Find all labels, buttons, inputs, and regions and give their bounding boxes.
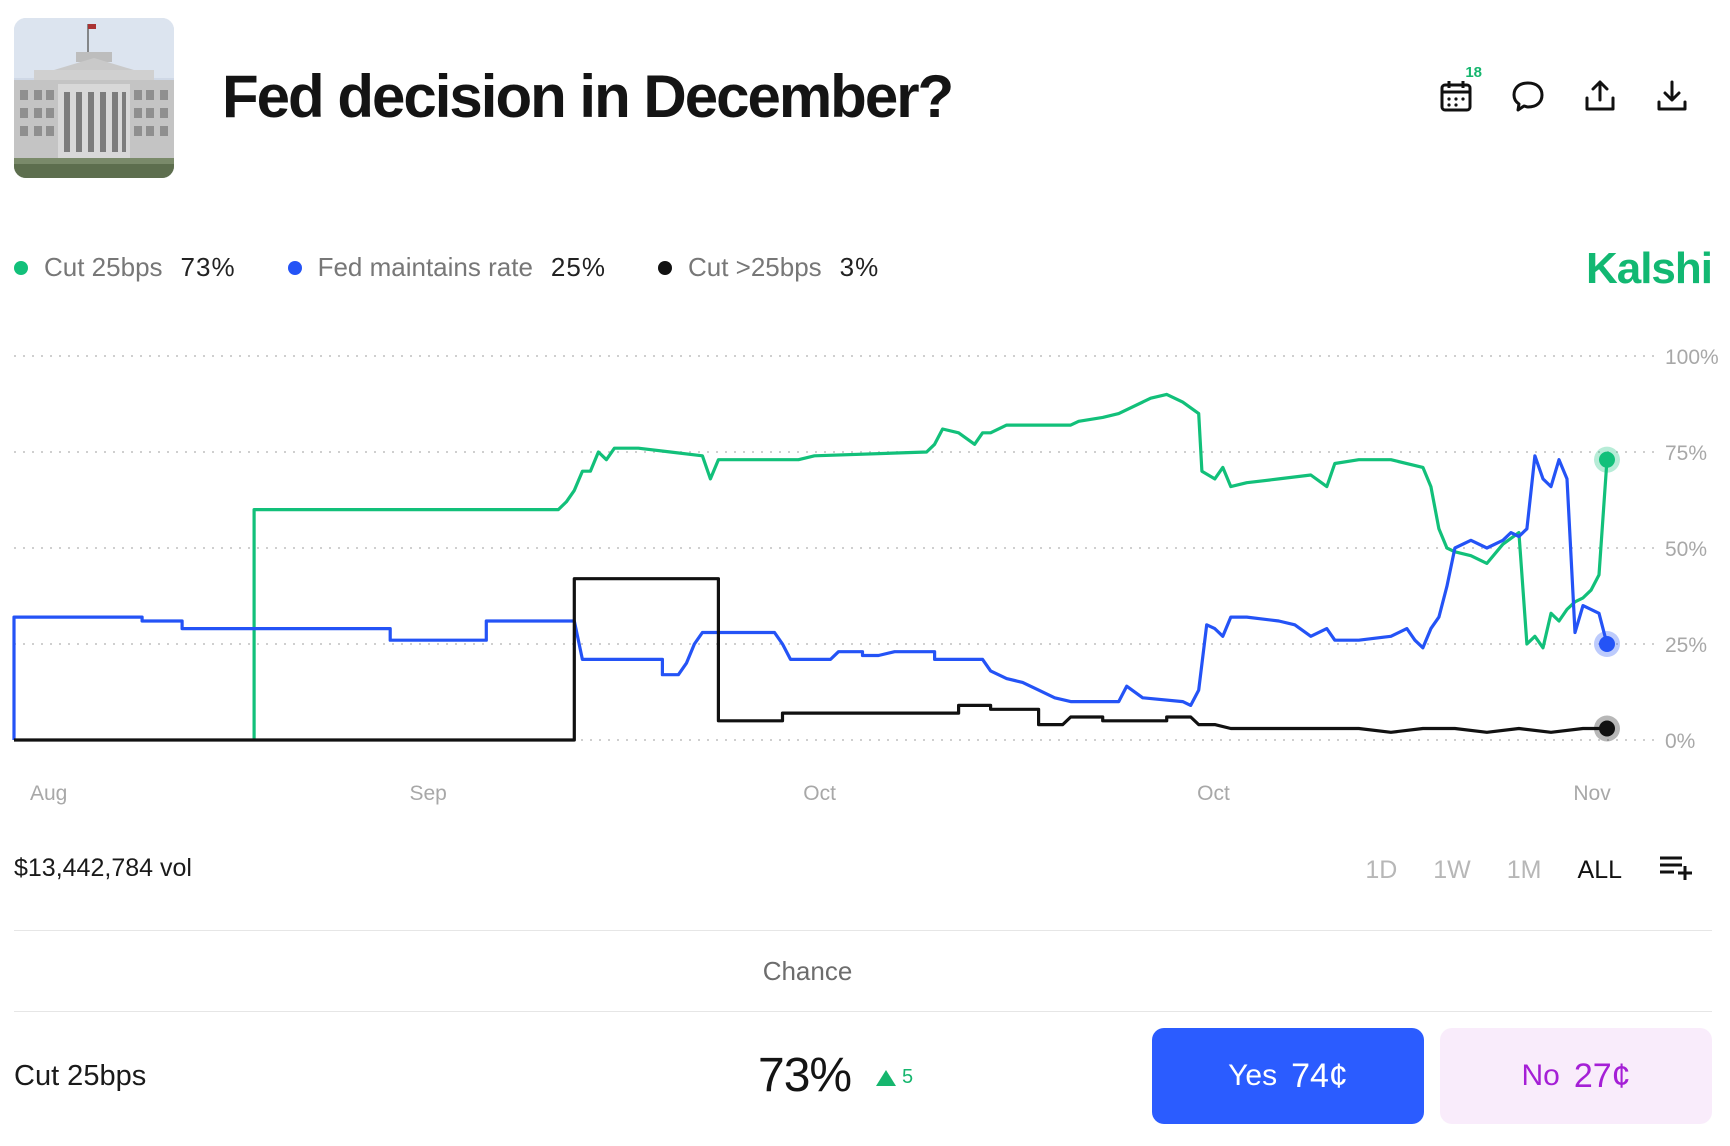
legend-label: Fed maintains rate bbox=[317, 252, 533, 282]
legend-dot bbox=[14, 260, 28, 275]
chart-legend: Cut 25bps 73% Fed maintains rate 25% Cut… bbox=[14, 252, 879, 283]
series-end-point-1 bbox=[1598, 636, 1615, 652]
x-tick-label: Oct bbox=[803, 782, 836, 805]
comments-button[interactable] bbox=[1510, 78, 1546, 114]
calendar-icon bbox=[1440, 81, 1472, 112]
share-icon bbox=[1585, 80, 1615, 111]
series-line-1 bbox=[12, 454, 1609, 740]
legend-value: 3% bbox=[839, 252, 880, 282]
brand-logo: Kalshi bbox=[1585, 244, 1713, 293]
series-end-point-0 bbox=[1598, 451, 1615, 468]
chart-settings-button[interactable] bbox=[1658, 852, 1694, 889]
yes-label: Yes bbox=[1228, 1059, 1278, 1092]
no-label: No bbox=[1521, 1059, 1560, 1092]
fed-building-image bbox=[14, 18, 174, 178]
legend-label: Cut >25bps bbox=[687, 252, 822, 282]
legend-item-cut-over-25bps[interactable]: Cut >25bps 3% bbox=[657, 252, 880, 283]
range-1d[interactable]: 1D bbox=[1365, 856, 1398, 884]
x-tick-label: Aug bbox=[30, 782, 67, 805]
outcome-label: Cut 25bps bbox=[14, 1060, 147, 1092]
series-line-2 bbox=[14, 577, 1607, 742]
legend-item-cut-25bps[interactable]: Cut 25bps 73% bbox=[14, 252, 236, 283]
x-tick-label: Nov bbox=[1573, 782, 1611, 805]
x-tick-label: Sep bbox=[409, 782, 446, 805]
series-line-0 bbox=[252, 392, 1609, 740]
chance-column-header: Chance bbox=[762, 956, 853, 986]
share-button[interactable] bbox=[1582, 78, 1618, 114]
legend-item-fed-maintains-rate[interactable]: Fed maintains rate 25% bbox=[287, 252, 606, 283]
series-end-point-2 bbox=[1598, 720, 1615, 737]
price-chart[interactable]: 100% 75% 50% 25% 0% Aug Sep Oct Oct Nov bbox=[0, 330, 1730, 810]
list-add-icon bbox=[1660, 856, 1692, 880]
header-actions: 18 bbox=[1438, 64, 1690, 114]
buy-yes-button[interactable]: Yes 74¢ bbox=[1152, 1028, 1424, 1124]
legend-value: 25% bbox=[550, 252, 606, 282]
page-title: Fed decision in December? bbox=[222, 63, 954, 130]
yes-price: 74¢ bbox=[1291, 1056, 1348, 1095]
x-tick-label: Oct bbox=[1197, 782, 1230, 805]
legend-label: Cut 25bps bbox=[44, 252, 163, 282]
no-price: 27¢ bbox=[1573, 1056, 1631, 1095]
y-tick-label: 50% bbox=[1665, 538, 1707, 561]
calendar-badge: 18 bbox=[1465, 64, 1482, 81]
download-button[interactable] bbox=[1654, 78, 1690, 114]
chance-delta-value: 5 bbox=[902, 1066, 914, 1088]
range-1m[interactable]: 1M bbox=[1506, 856, 1542, 884]
up-arrow-icon bbox=[876, 1069, 896, 1086]
market-thumbnail bbox=[14, 18, 174, 178]
legend-value: 73% bbox=[180, 252, 236, 282]
y-tick-label: 75% bbox=[1665, 442, 1707, 465]
range-all[interactable]: ALL bbox=[1577, 856, 1622, 884]
volume-label: $13,442,784 vol bbox=[14, 854, 192, 882]
calendar-button[interactable]: 18 bbox=[1438, 64, 1482, 114]
y-tick-label: 100% bbox=[1665, 346, 1719, 369]
y-tick-label: 25% bbox=[1665, 634, 1707, 657]
y-tick-label: 0% bbox=[1665, 730, 1695, 753]
divider bbox=[14, 930, 1712, 931]
buy-no-button[interactable]: No 27¢ bbox=[1440, 1028, 1712, 1124]
divider bbox=[14, 1011, 1712, 1012]
outcome-chance: 73% bbox=[758, 1049, 852, 1102]
time-range-selector: 1D 1W 1M ALL bbox=[1365, 852, 1694, 889]
chance-delta: 5 bbox=[876, 1066, 913, 1089]
download-icon bbox=[1657, 80, 1687, 111]
legend-dot bbox=[657, 260, 672, 275]
range-1w[interactable]: 1W bbox=[1433, 856, 1471, 884]
comment-icon bbox=[1512, 81, 1544, 112]
legend-dot bbox=[287, 260, 302, 275]
